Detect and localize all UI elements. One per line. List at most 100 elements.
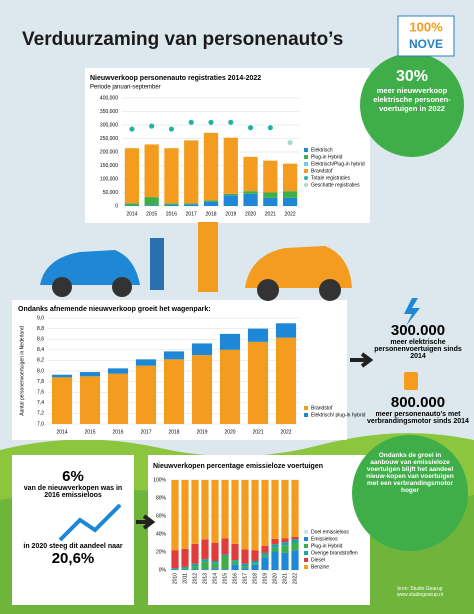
bar-segment <box>251 550 259 561</box>
fact: 300.000 meer elektrische personenvoertui… <box>370 322 466 360</box>
y-tick-label: 50,000 <box>103 190 119 196</box>
bar-segment <box>201 559 209 562</box>
x-tick-label: 2021 <box>282 573 288 584</box>
bar-segment <box>261 557 269 570</box>
legend-swatch <box>304 565 308 569</box>
logo-box <box>397 15 455 57</box>
x-tick-label: 2022 <box>292 573 298 584</box>
bar-segment <box>271 547 279 552</box>
y-tick-label: 40% <box>156 531 167 537</box>
legend-swatch <box>304 176 308 180</box>
bar-segment <box>201 569 209 570</box>
bar-segment <box>144 197 159 206</box>
bar-segment <box>191 355 213 424</box>
bar-segment <box>181 548 189 567</box>
bar-segment <box>107 368 129 374</box>
x-tick-label: 2010 <box>172 573 178 584</box>
legend-label: Elektrisch/Plug-in hybrid <box>311 161 365 167</box>
bar-segment <box>275 337 297 424</box>
x-tick-label: 2019 <box>196 429 207 435</box>
legend-label: Overige brandstoffen <box>311 550 358 556</box>
fact-text: van de nieuwverkopen was in 2016 emissie… <box>23 485 123 499</box>
bar-segment <box>221 538 229 555</box>
callout-bubble <box>352 435 468 551</box>
bar-segment <box>184 204 199 206</box>
bar-segment <box>163 359 185 424</box>
y-tick-label: 7,4 <box>37 400 44 406</box>
legend-swatch <box>304 551 308 555</box>
bar-segment <box>191 543 199 564</box>
y-tick-label: 250,000 <box>100 136 118 142</box>
x-tick-label: 2020 <box>272 573 278 584</box>
y-tick-label: 400,000 <box>100 95 118 101</box>
bar-segment <box>231 561 239 565</box>
callout-bubble <box>360 53 464 157</box>
dot <box>149 123 155 129</box>
bar-segment <box>243 191 258 194</box>
x-tick-label: 2018 <box>168 429 179 435</box>
bar-segment <box>221 554 229 557</box>
bar-segment <box>181 566 189 569</box>
bar-segment <box>291 536 299 540</box>
bar-segment <box>79 376 101 424</box>
panel <box>12 455 134 605</box>
bar-segment <box>251 480 259 551</box>
bar-segment <box>135 359 157 366</box>
legend-swatch <box>304 558 308 562</box>
bar-segment <box>281 480 289 539</box>
fact-number: 6% <box>62 468 84 485</box>
left-fact: 6% van de nieuwverkopen was in 2016 emis… <box>18 468 128 567</box>
legend-swatch <box>304 148 308 152</box>
bar-segment <box>191 563 199 567</box>
bar-segment <box>282 197 298 206</box>
y-tick-label: 80% <box>156 495 167 501</box>
y-tick-label: 0% <box>159 567 167 573</box>
bar-segment <box>211 563 219 569</box>
bar-segment <box>271 551 279 570</box>
x-tick-label: 2012 <box>192 573 198 584</box>
y-tick-label: 8,6 <box>37 337 44 343</box>
bar-segment <box>221 569 229 570</box>
dot <box>129 126 135 132</box>
bar-segment <box>181 568 189 570</box>
legend-swatch <box>304 162 308 166</box>
dot <box>267 125 273 131</box>
x-tick-label: 2019 <box>262 573 268 584</box>
bar-segment <box>231 480 239 544</box>
bar-segment <box>211 568 219 570</box>
bar-segment <box>171 550 179 569</box>
bar-segment <box>281 542 289 546</box>
bar-segment <box>241 568 249 570</box>
x-tick-label: 2014 <box>56 429 67 435</box>
fact-text: in 2020 steeg dit aandeel naar <box>23 543 123 550</box>
x-tick-label: 2021 <box>265 211 276 217</box>
legend-label: Plug-in Hybrid <box>311 154 343 160</box>
bar-segment <box>221 556 229 570</box>
bar-segment <box>261 545 269 553</box>
y-tick-label: 7,6 <box>37 390 44 396</box>
legend-label: Brandstof <box>311 405 333 411</box>
bar-segment <box>107 373 129 424</box>
bar-segment <box>241 480 249 550</box>
bar-segment <box>135 365 157 424</box>
y-tick-label: 300,000 <box>100 122 118 128</box>
bar-segment <box>164 204 179 206</box>
x-tick-label: 2016 <box>112 429 123 435</box>
credit-line: www.studiogearup.nl <box>396 592 444 598</box>
legend-label: Doel emissieloos <box>311 529 349 535</box>
bar-segment <box>261 480 269 546</box>
bar-segment <box>184 140 199 204</box>
bar-segment <box>203 201 219 206</box>
bar-segment <box>181 480 189 549</box>
dot <box>247 125 254 131</box>
x-tick-label: 2014 <box>126 211 137 217</box>
bar-segment <box>201 561 209 570</box>
bar-segment <box>251 563 259 565</box>
y-tick-label: 8,8 <box>37 326 44 332</box>
x-tick-label: 2019 <box>225 211 236 217</box>
credit-line: bron: Studio Gearup <box>397 586 443 592</box>
x-tick-label: 2021 <box>252 429 263 435</box>
page-title: Verduurzaming van personenauto’s <box>22 29 343 50</box>
x-tick-label: 2017 <box>242 573 248 584</box>
dot <box>228 119 234 125</box>
